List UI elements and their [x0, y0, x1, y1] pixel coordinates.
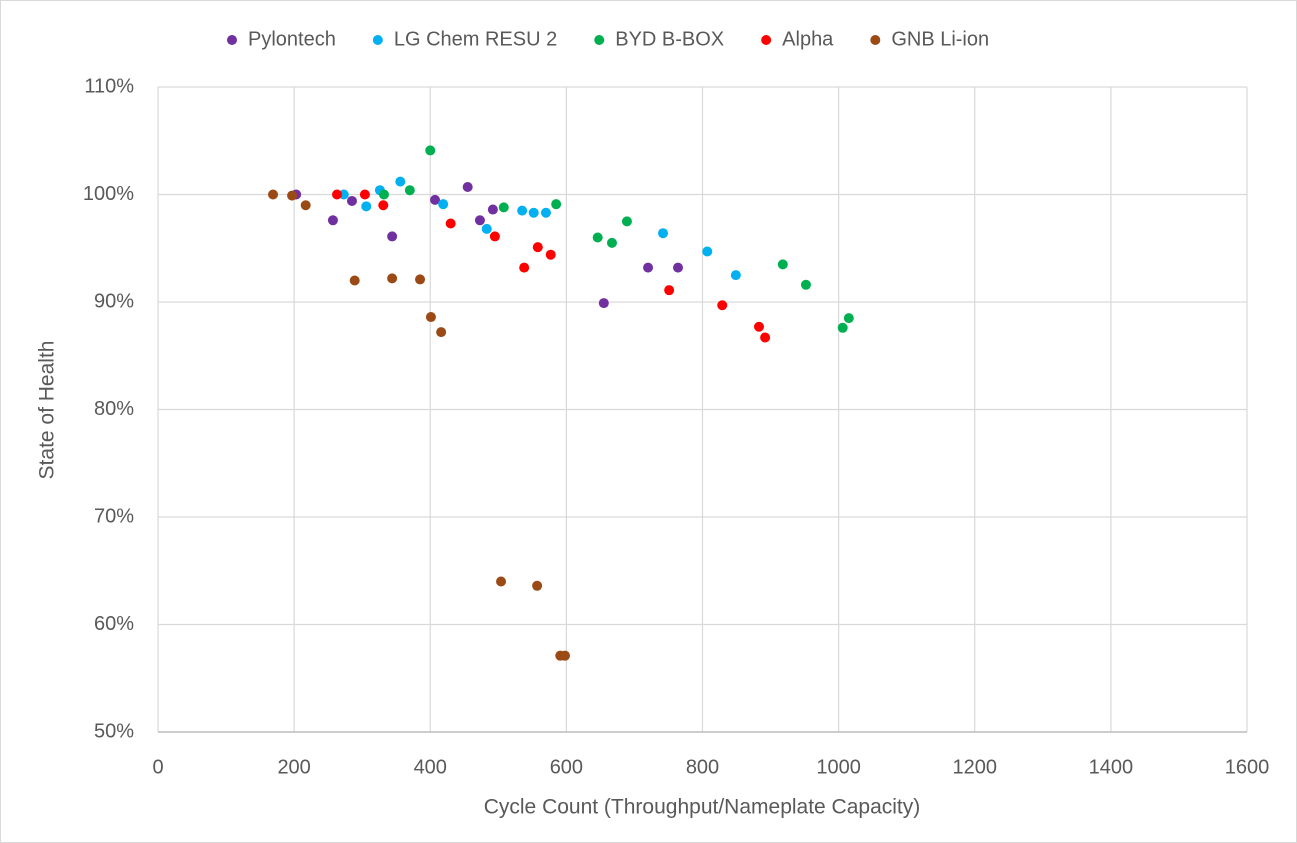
y-tick-label: 90%	[94, 290, 134, 312]
legend-label: GNB Li-ion	[891, 28, 989, 50]
y-axis-title: State of Health	[36, 341, 59, 480]
point	[498, 202, 509, 213]
legend-marker	[870, 35, 881, 45]
grid: 0 200 400 600 800 1000 1200 1400 1600 50% 60% 70% 80…	[83, 75, 1269, 778]
point	[487, 204, 498, 215]
x-tick-label: 0	[152, 756, 163, 778]
point	[496, 576, 507, 587]
point	[540, 207, 551, 218]
y-tick-label: 110%	[84, 75, 134, 97]
point	[481, 223, 492, 234]
legend-label: LG Chem RESU 2	[394, 28, 557, 50]
point	[532, 242, 543, 253]
point	[532, 580, 543, 591]
point	[760, 332, 771, 343]
legend-marker	[761, 35, 772, 45]
point	[702, 246, 713, 257]
point	[445, 218, 456, 229]
y-tick-label: 70%	[94, 505, 134, 527]
x-tick-label: 1400	[1089, 756, 1134, 778]
y-tick-label: 60%	[94, 613, 134, 635]
y-tick-label: 50%	[94, 720, 134, 742]
point	[551, 199, 562, 210]
y-tick-label: 80%	[94, 398, 134, 420]
legend-label: Alpha	[782, 28, 834, 50]
x-tick-label: 1600	[1225, 756, 1270, 778]
point	[489, 231, 500, 242]
x-tick-label: 200	[277, 756, 310, 778]
point	[346, 195, 357, 206]
point	[528, 207, 539, 218]
point	[672, 262, 683, 273]
x-tick-label: 800	[686, 756, 719, 778]
legend-marker	[594, 35, 605, 45]
point	[598, 298, 609, 309]
point	[658, 228, 669, 239]
point	[843, 313, 854, 324]
point	[387, 273, 398, 284]
point	[395, 176, 406, 187]
point	[425, 312, 436, 323]
point	[268, 189, 279, 200]
legend-marker	[372, 35, 383, 45]
x-tick-label: 1000	[816, 756, 861, 778]
point	[287, 190, 298, 201]
point	[545, 249, 556, 260]
legend: Pylontech LG Chem RESU 2 BYD B-BOX Alpha GNB…	[227, 28, 989, 50]
point	[415, 274, 426, 285]
point	[430, 194, 441, 205]
point	[436, 327, 447, 338]
point	[606, 237, 617, 248]
point	[425, 145, 436, 156]
point	[359, 189, 370, 200]
point	[378, 200, 389, 211]
x-tick-label: 1200	[953, 756, 998, 778]
point	[664, 285, 675, 296]
point	[837, 322, 848, 333]
point	[730, 270, 741, 281]
point	[300, 200, 311, 211]
point	[387, 231, 398, 242]
legend-label: BYD B-BOX	[615, 28, 724, 50]
point	[349, 275, 360, 286]
y-tick-label: 100%	[83, 183, 134, 205]
x-axis-title: Cycle Count (Throughput/Nameplate Capaci…	[484, 796, 921, 819]
legend-marker	[227, 35, 237, 45]
point	[332, 189, 343, 200]
point	[753, 321, 764, 332]
point	[438, 199, 449, 210]
legend-label: Pylontech	[248, 28, 336, 50]
point	[462, 181, 473, 192]
point	[800, 279, 811, 290]
x-tick-label: 400	[414, 756, 447, 778]
marks	[268, 145, 854, 661]
point	[361, 201, 372, 212]
point	[378, 189, 389, 200]
point	[474, 215, 485, 226]
point	[643, 262, 654, 273]
point	[777, 259, 788, 270]
point	[517, 205, 528, 216]
point	[327, 215, 338, 226]
point	[717, 300, 728, 311]
x-tick-label: 600	[550, 756, 583, 778]
point	[404, 185, 415, 196]
point	[519, 262, 530, 273]
point	[621, 216, 632, 227]
point	[560, 650, 571, 661]
point	[592, 232, 603, 243]
